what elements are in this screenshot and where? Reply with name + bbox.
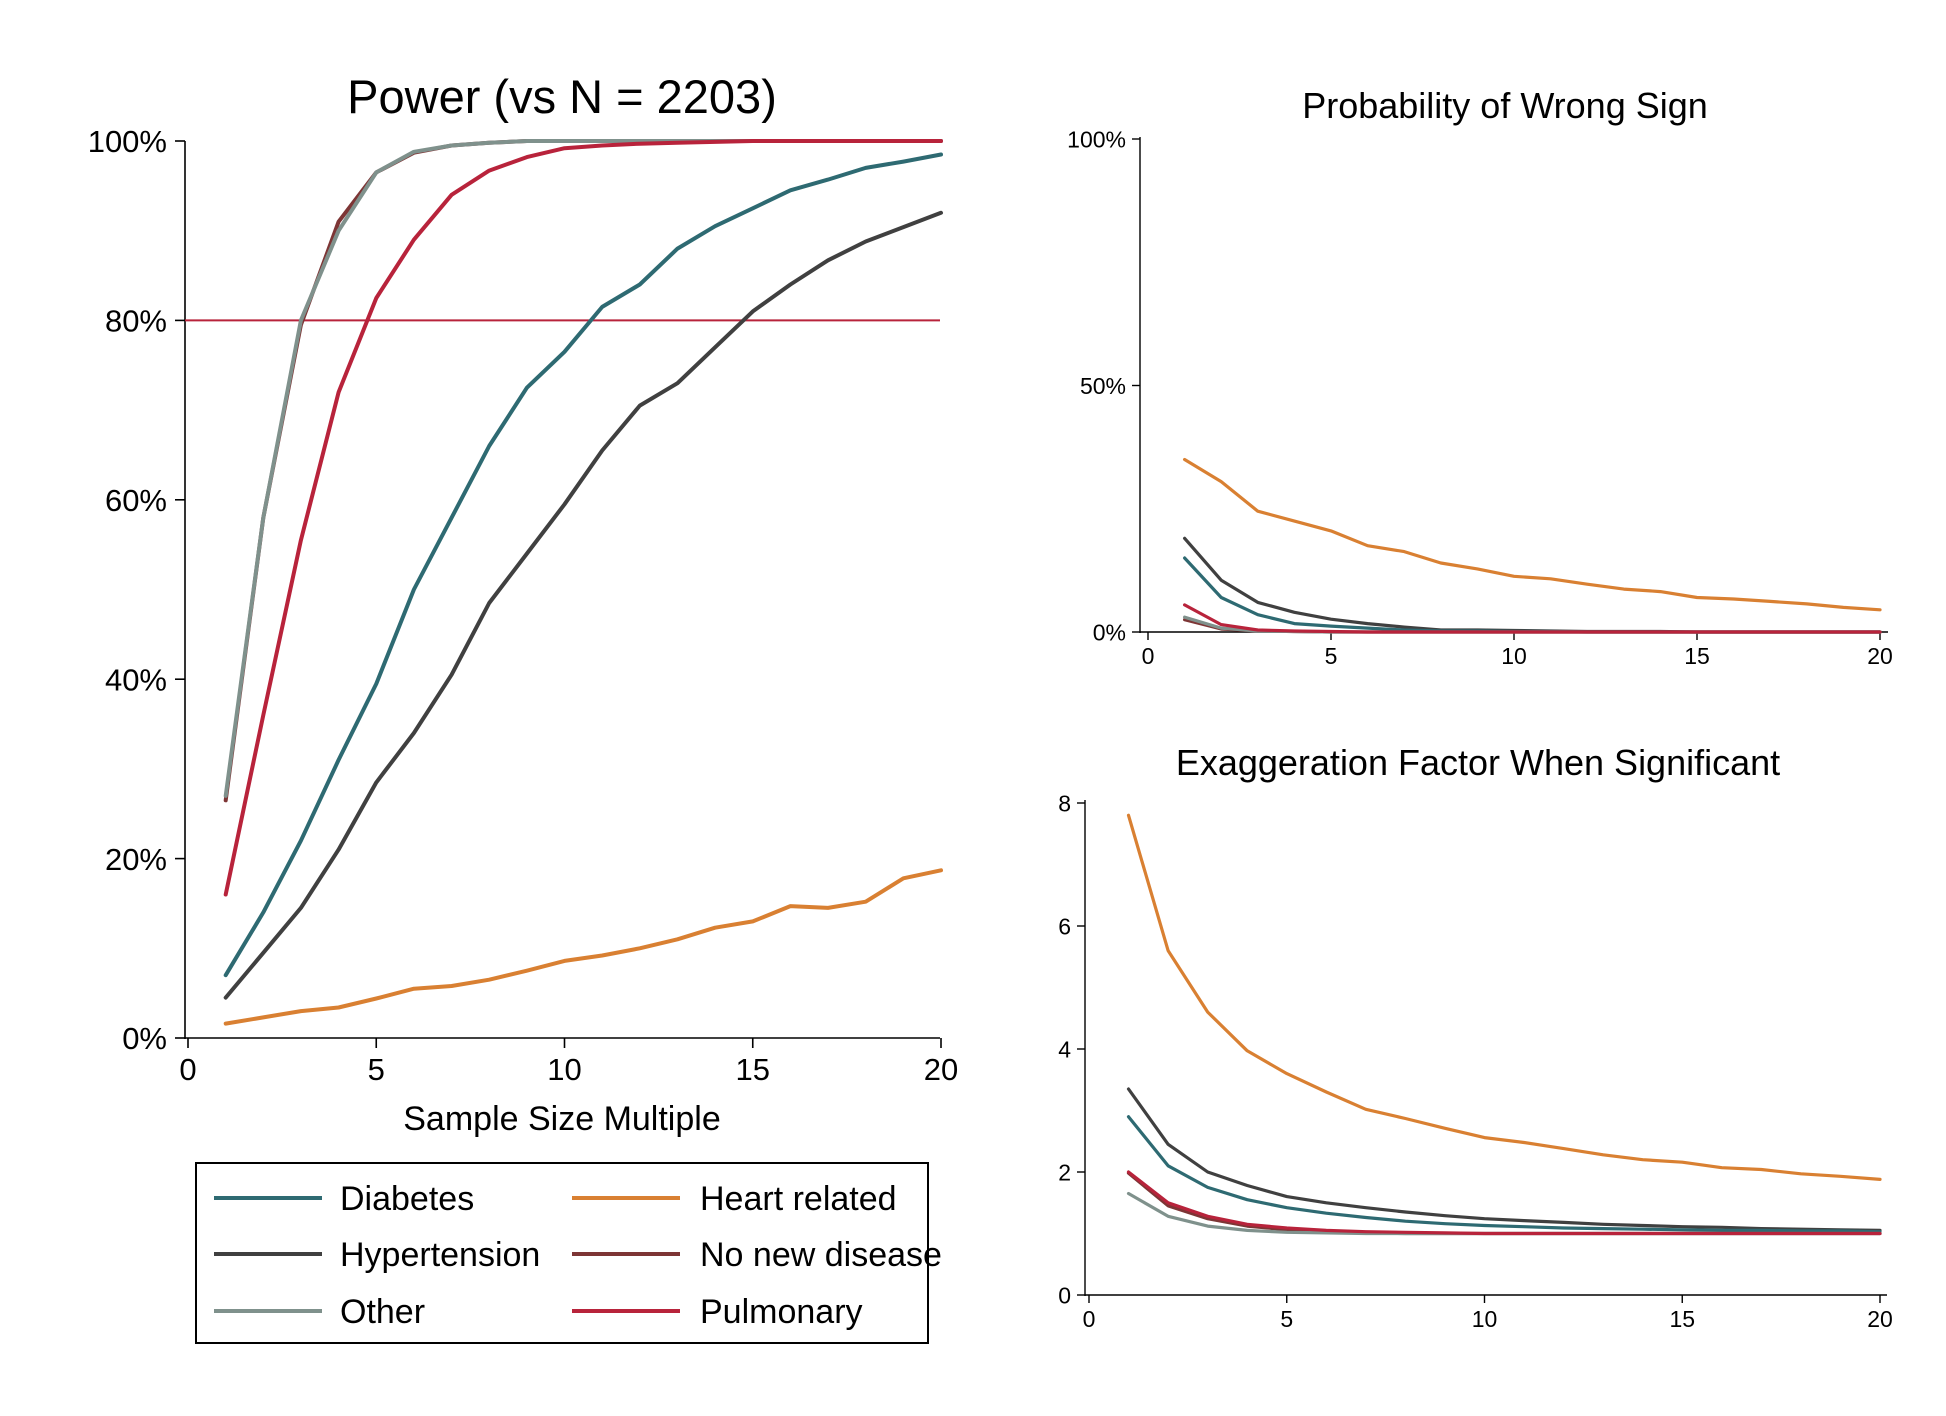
exaggeration-y-tick-label: 0 (1058, 1282, 1071, 1308)
legend-label: Other (340, 1293, 425, 1331)
wrong-sign-chart-title: Probability of Wrong Sign (1302, 85, 1708, 126)
wrong-sign-x-tick-label: 20 (1867, 643, 1893, 669)
exaggeration-y-tick-label: 2 (1058, 1159, 1071, 1185)
wrong-sign-y-tick-label: 50% (1080, 373, 1126, 399)
legend-label: Hypertension (340, 1236, 540, 1274)
exaggeration-x-tick-label: 0 (1083, 1306, 1096, 1332)
wrong-sign-x-tick-label: 15 (1684, 643, 1710, 669)
legend-item-heart-related: Heart related (572, 1180, 897, 1218)
wrong-sign-x-tick-label: 10 (1501, 643, 1527, 669)
power-y-tick-label: 80% (105, 304, 167, 339)
chart-panels: 0%20%40%60%80%100%0 5 10 15 200%50%100%0 5 10 1… (88, 124, 1893, 1332)
exaggeration-x-tick-label: 15 (1669, 1306, 1695, 1332)
wrong-sign-series-pulmonary (1182, 603, 1882, 634)
power-x-tick-label: 15 (736, 1052, 770, 1087)
power-series-hypertension (223, 210, 943, 1000)
legend-item-other: Other (214, 1293, 425, 1331)
exaggeration-y-tick-label: 8 (1058, 790, 1071, 816)
power-y-tick-label: 100% (88, 124, 167, 159)
exaggeration-x-tick-label: 5 (1280, 1306, 1293, 1332)
power-x-tick-label: 10 (547, 1052, 581, 1087)
wrong-sign-y-tick-label: 0% (1093, 619, 1126, 645)
exaggeration-chart-title: Exaggeration Factor When Significant (1176, 742, 1780, 783)
legend-item-no-new-disease: No new disease (572, 1236, 942, 1274)
exaggeration-panel: 0 2 4 6 8 0 5 10 15 20 (1058, 790, 1893, 1332)
power-x-tick-label: 5 (368, 1052, 385, 1087)
wrong-sign-x-tick-label: 5 (1325, 643, 1338, 669)
exaggeration-x-tick-label: 10 (1472, 1306, 1498, 1332)
power-x-tick-label: 0 (179, 1052, 196, 1087)
legend: Diabetes Heart related Hypertension No new … (195, 1162, 942, 1344)
exaggeration-y-tick-label: 4 (1058, 1036, 1071, 1062)
wrong-sign-series-heart-related (1182, 457, 1882, 612)
exaggeration-series-pulmonary (1126, 1170, 1882, 1236)
power-x-axis-label: Sample Size Multiple (403, 1100, 720, 1138)
power-y-tick-label: 20% (105, 842, 167, 877)
legend-label: Diabetes (340, 1180, 474, 1218)
legend-label: Heart related (700, 1180, 897, 1218)
legend-item-diabetes: Diabetes (214, 1180, 474, 1218)
legend-item-pulmonary: Pulmonary (572, 1293, 863, 1331)
exaggeration-series-heart-related (1126, 813, 1882, 1182)
wrong-sign-x-tick-label: 0 (1142, 643, 1155, 669)
exaggeration-series-hypertension (1126, 1087, 1882, 1233)
wrong-sign-y-tick-label: 100% (1067, 126, 1126, 152)
legend-item-hypertension: Hypertension (214, 1236, 540, 1274)
legend-label: Pulmonary (700, 1293, 863, 1331)
power-y-tick-label: 0% (122, 1021, 167, 1056)
exaggeration-x-tick-label: 20 (1867, 1306, 1893, 1332)
exaggeration-y-tick-label: 6 (1058, 913, 1071, 939)
power-chart-title: Power (vs N = 2203) (347, 70, 777, 123)
wrong-sign-panel: 0% 50% 100% 0 5 10 15 20 (1067, 126, 1893, 669)
power-series-pulmonary (223, 139, 943, 897)
power-y-tick-label: 40% (105, 662, 167, 697)
exaggeration-series-diabetes (1126, 1115, 1882, 1234)
power-y-tick-label: 60% (105, 483, 167, 518)
power-x-tick-label: 20 (924, 1052, 958, 1087)
power-panel: 0% 20% 40% 60% 80% 100% 0 5 10 15 20 (88, 124, 959, 1087)
legend-label: No new disease (700, 1236, 942, 1274)
power-series-diabetes (223, 152, 943, 978)
power-series-heart-related (223, 868, 943, 1026)
